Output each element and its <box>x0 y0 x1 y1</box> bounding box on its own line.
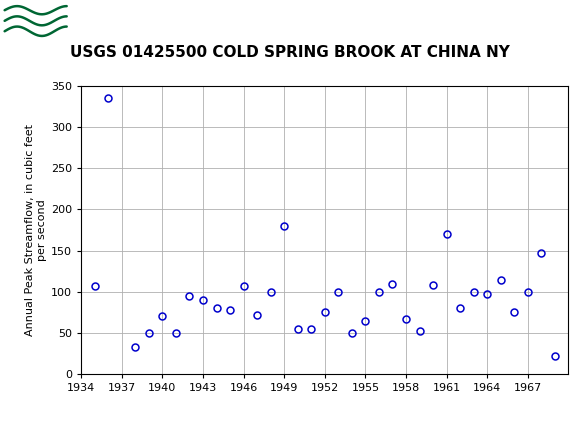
Y-axis label: Annual Peak Streamflow, in cubic feet
per second: Annual Peak Streamflow, in cubic feet pe… <box>26 124 47 336</box>
Text: USGS 01425500 COLD SPRING BROOK AT CHINA NY: USGS 01425500 COLD SPRING BROOK AT CHINA… <box>70 45 510 60</box>
FancyBboxPatch shape <box>3 3 78 37</box>
Text: USGS: USGS <box>84 12 139 29</box>
